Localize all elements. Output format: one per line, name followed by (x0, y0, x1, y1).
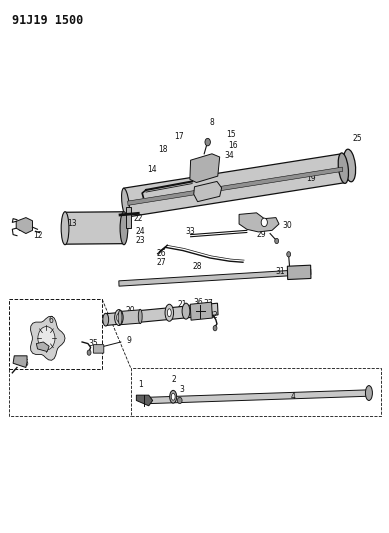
Text: 4: 4 (291, 392, 296, 401)
Text: 11: 11 (17, 224, 27, 233)
Text: 17: 17 (174, 132, 184, 141)
Text: 25: 25 (352, 134, 362, 143)
Ellipse shape (338, 153, 349, 183)
Text: 91J19 1500: 91J19 1500 (12, 14, 84, 27)
Text: 6: 6 (49, 316, 54, 325)
Ellipse shape (182, 303, 190, 319)
Circle shape (261, 218, 267, 227)
Text: 9: 9 (127, 336, 132, 345)
Text: 13: 13 (68, 220, 77, 229)
Circle shape (287, 252, 291, 257)
Ellipse shape (171, 393, 175, 400)
Text: 10: 10 (126, 316, 135, 325)
Polygon shape (137, 395, 152, 406)
Polygon shape (120, 310, 140, 325)
Polygon shape (16, 217, 32, 233)
Polygon shape (190, 302, 212, 320)
Circle shape (87, 350, 91, 356)
Text: 7: 7 (44, 344, 49, 353)
Circle shape (38, 327, 55, 350)
Polygon shape (194, 181, 222, 201)
Text: 21: 21 (177, 300, 187, 309)
Ellipse shape (167, 309, 171, 317)
Circle shape (275, 238, 279, 244)
Polygon shape (31, 316, 65, 360)
Text: 33: 33 (186, 228, 196, 237)
Text: 31: 31 (275, 268, 285, 276)
Ellipse shape (115, 310, 123, 326)
Text: 8: 8 (210, 118, 214, 127)
Circle shape (177, 397, 182, 403)
Text: 22: 22 (133, 214, 143, 223)
Text: 12: 12 (33, 231, 42, 240)
FancyBboxPatch shape (93, 345, 104, 353)
Text: 35: 35 (89, 339, 98, 348)
Text: 5: 5 (23, 359, 28, 368)
Text: 19: 19 (306, 174, 315, 183)
Ellipse shape (165, 304, 173, 321)
Ellipse shape (117, 313, 121, 322)
Text: 30: 30 (283, 221, 293, 230)
Ellipse shape (170, 390, 177, 403)
Text: 29: 29 (256, 230, 266, 239)
Polygon shape (36, 342, 49, 352)
Polygon shape (13, 356, 27, 368)
Ellipse shape (365, 385, 372, 400)
Polygon shape (105, 303, 218, 326)
Ellipse shape (61, 212, 69, 245)
Text: 36: 36 (193, 298, 203, 307)
Ellipse shape (138, 309, 142, 324)
Text: 27: 27 (157, 258, 166, 266)
Polygon shape (128, 167, 343, 205)
Polygon shape (124, 154, 345, 217)
Text: 28: 28 (193, 262, 202, 271)
FancyBboxPatch shape (126, 207, 131, 228)
Text: 15: 15 (226, 130, 236, 139)
Circle shape (205, 139, 210, 146)
Circle shape (213, 326, 217, 331)
Polygon shape (65, 212, 125, 244)
Polygon shape (287, 265, 311, 279)
Text: 23: 23 (135, 237, 145, 246)
Text: 16: 16 (228, 141, 238, 150)
Text: 18: 18 (158, 145, 168, 154)
Text: 34: 34 (224, 151, 234, 160)
Ellipse shape (103, 313, 109, 326)
Text: 24: 24 (135, 228, 145, 237)
Ellipse shape (118, 310, 122, 325)
Text: 3: 3 (180, 385, 184, 394)
Text: 37: 37 (203, 299, 213, 308)
Polygon shape (119, 269, 311, 286)
Polygon shape (239, 213, 279, 232)
Text: 14: 14 (147, 165, 157, 174)
Polygon shape (190, 154, 220, 182)
Ellipse shape (120, 212, 128, 245)
Text: 1: 1 (138, 380, 143, 389)
Text: 32: 32 (208, 311, 218, 320)
Text: 26: 26 (157, 249, 166, 259)
Text: 2: 2 (172, 375, 177, 384)
Text: 20: 20 (126, 305, 135, 314)
Polygon shape (148, 390, 369, 403)
Ellipse shape (343, 149, 356, 182)
Ellipse shape (122, 188, 130, 218)
